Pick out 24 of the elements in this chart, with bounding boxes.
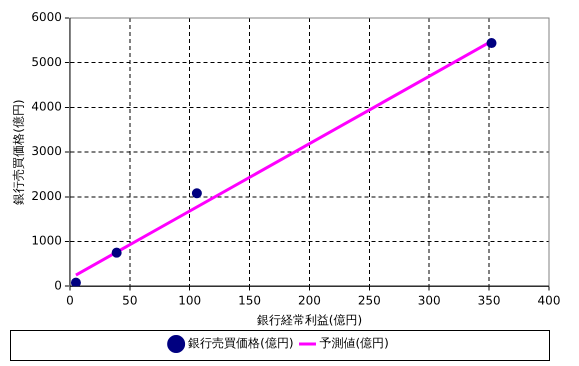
x-tick-label: 350 <box>478 294 501 308</box>
x-tick-label: 150 <box>238 294 262 308</box>
y-tick-label: 0 <box>54 278 62 292</box>
point <box>192 188 202 198</box>
x-tick-label: 400 <box>538 294 560 308</box>
y-tick-label: 5000 <box>31 54 62 69</box>
legend-label: 予測値(億円) <box>320 336 389 350</box>
legend-label: 銀行売買価格(億円) <box>188 336 294 350</box>
x-tick-label: 0 <box>66 294 74 308</box>
y-tick-label: 2000 <box>31 188 62 203</box>
point <box>70 278 81 286</box>
x-tick-label: 50 <box>122 294 138 308</box>
y-tick-label: 1000 <box>31 234 62 248</box>
y-axis-title: 銀行売買価格(億円) <box>11 99 26 205</box>
x-tick-label: 100 <box>178 294 202 308</box>
x-tick-label: 200 <box>298 294 321 308</box>
x-tick-label: 250 <box>358 294 381 308</box>
x-axis-title: 銀行経常利益(億円) <box>256 312 362 327</box>
y-tick-label: 6000 <box>31 10 62 24</box>
y-tick-label: 4000 <box>31 100 62 114</box>
x-tick-label: 300 <box>418 294 441 308</box>
point <box>112 248 122 258</box>
y-tick-label: 3000 <box>31 144 62 158</box>
point <box>486 38 497 48</box>
